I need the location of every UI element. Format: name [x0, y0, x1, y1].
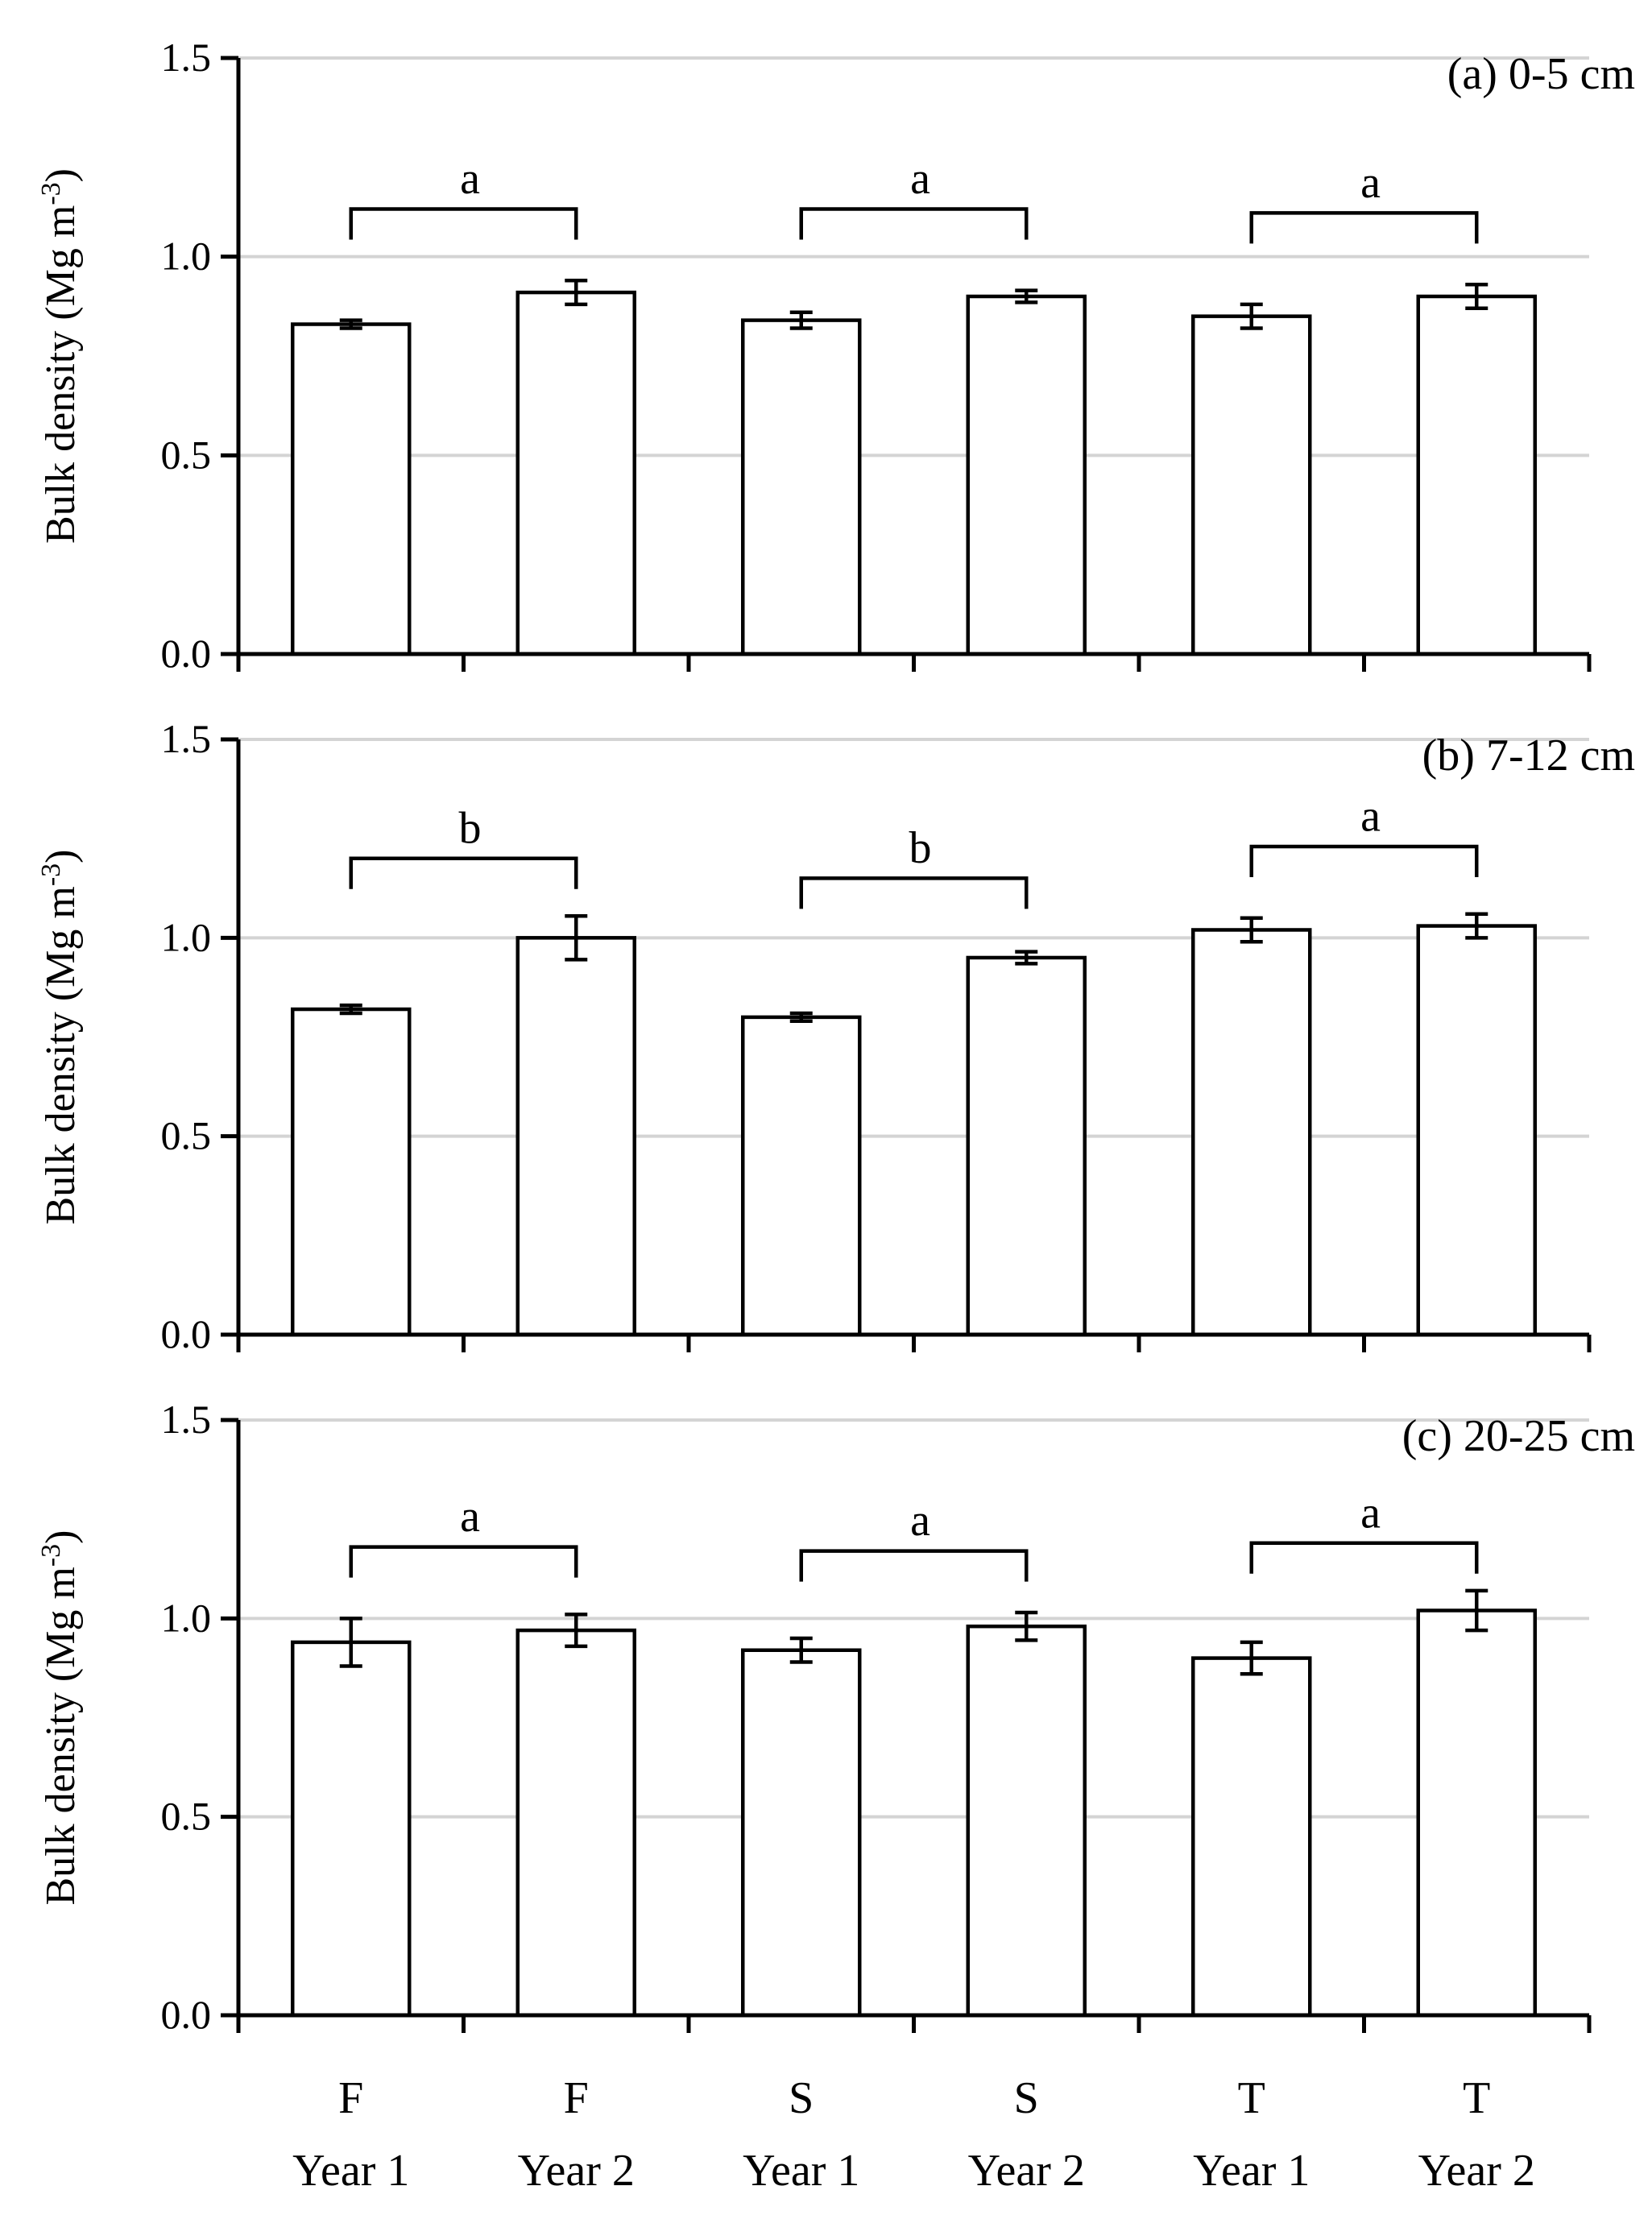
significance-letter: a — [460, 1492, 480, 1542]
bar — [966, 1624, 1087, 2018]
panel-title: (b) 7-12 cm — [1422, 731, 1635, 780]
panel-title: (a) 0-5 cm — [1447, 49, 1635, 99]
y-tick-label: 0.5 — [161, 1113, 212, 1158]
y-tick-label: 1.0 — [161, 234, 212, 279]
panel-title: (c) 20-25 cm — [1402, 1411, 1635, 1461]
significance-letter: a — [1360, 792, 1381, 842]
significance-letter: a — [910, 154, 930, 204]
y-tick-label: 0.0 — [161, 1992, 212, 2037]
significance-letter: a — [1360, 158, 1381, 208]
y-tick-label: 1.0 — [161, 1595, 212, 1640]
significance-bracket — [1249, 1541, 1479, 1574]
y-axis-label: Bulk density (Mg m-3) — [36, 850, 85, 1225]
significance-bracket — [1249, 844, 1479, 878]
y-tick-label: 1.5 — [161, 716, 212, 761]
y-tick-label: 1.5 — [161, 1397, 212, 1442]
significance-bracket — [349, 1545, 578, 1578]
bar — [966, 294, 1087, 656]
x-label-treatment: F — [564, 2073, 589, 2123]
bar — [515, 290, 636, 656]
x-label-treatment: T — [1463, 2073, 1490, 2123]
panel-2: 0.0 0.5 1.0 1.5 Bulk density (Mg m-3) (b) 7-1… — [36, 716, 1636, 1356]
significance-bracket — [799, 876, 1029, 909]
x-label-year: Year 2 — [968, 2146, 1085, 2196]
x-label-year: Year 2 — [1418, 2146, 1535, 2196]
significance-letter: b — [909, 823, 932, 873]
bar — [515, 1628, 636, 2018]
bar — [291, 1640, 412, 2018]
bar — [515, 936, 636, 1337]
significance-letter: a — [460, 154, 480, 204]
y-tick-label: 0.5 — [161, 432, 212, 477]
significance-bracket — [1249, 211, 1479, 244]
bar — [966, 955, 1087, 1337]
bar — [1416, 1608, 1537, 2018]
bar — [1191, 928, 1312, 1337]
y-tick-label: 1.5 — [161, 35, 212, 80]
x-label-year: Year 1 — [292, 2146, 409, 2196]
significance-bracket — [349, 207, 578, 240]
y-tick-label: 0.5 — [161, 1794, 212, 1839]
y-axis-label: Bulk density (Mg m-3) — [36, 1530, 85, 1906]
bar — [741, 318, 862, 656]
significance-letter: b — [459, 803, 482, 853]
y-tick-label: 1.0 — [161, 914, 212, 959]
bar — [1191, 314, 1312, 656]
significance-bracket — [799, 207, 1029, 240]
bar — [291, 1007, 412, 1337]
x-label-treatment: T — [1238, 2073, 1265, 2123]
y-tick-label: 0.0 — [161, 1311, 212, 1356]
x-label-year: Year 1 — [1193, 2146, 1310, 2196]
bar — [291, 322, 412, 656]
x-label-treatment: S — [789, 2073, 814, 2123]
bar — [1191, 1656, 1312, 2018]
x-label-treatment: S — [1014, 2073, 1039, 2123]
bar — [741, 1015, 862, 1337]
y-tick-label: 0.0 — [161, 631, 212, 676]
significance-letter: a — [910, 1496, 930, 1546]
significance-bracket — [799, 1549, 1029, 1582]
bar — [1416, 294, 1537, 656]
y-axis-label: Bulk density (Mg m-3) — [36, 168, 85, 544]
bar — [1416, 924, 1537, 1337]
significance-letter: a — [1360, 1488, 1381, 1538]
x-label-treatment: F — [338, 2073, 363, 2123]
bar — [741, 1648, 862, 2018]
x-label-year: Year 2 — [518, 2146, 635, 2196]
panel-1: 0.0 0.5 1.0 1.5 Bulk density (Mg m-3) (a) 0-5… — [36, 35, 1636, 676]
panel-3: 0.0 0.5 1.0 1.5 Bulk density (Mg m-3) (c) 20-… — [36, 1397, 1636, 2037]
significance-bracket — [349, 856, 578, 889]
x-label-year: Year 1 — [743, 2146, 859, 2196]
